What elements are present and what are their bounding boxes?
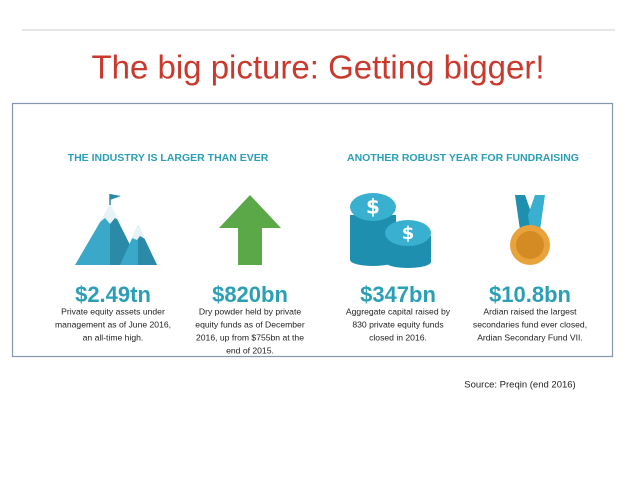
stat-value: $820bn — [212, 282, 288, 307]
stat-description: Dry powder held by private — [199, 306, 301, 316]
slide-title: The big picture: Getting bigger! — [91, 49, 544, 86]
stat-description: 830 private equity funds — [352, 319, 443, 329]
content-box — [11, 102, 614, 358]
stat-description: management as of June 2016, — [55, 319, 171, 329]
stat-description: Ardian raised the largest — [483, 306, 577, 316]
svg-text:$: $ — [402, 223, 415, 244]
stat-value: $2.49tn — [75, 282, 151, 307]
stat-description: an all-time high. — [83, 332, 144, 342]
svg-text:$: $ — [366, 195, 380, 219]
stat-description: equity funds as of December — [195, 319, 305, 329]
section-heading: THE INDUSTRY IS LARGER THAN EVER — [68, 152, 269, 164]
stat-description: closed in 2016. — [369, 332, 427, 342]
section-heading: ANOTHER ROBUST YEAR FOR FUNDRAISING — [347, 152, 579, 164]
coins-icon: $ $ — [350, 193, 431, 268]
stat-description: secondaries fund ever closed, — [473, 319, 587, 329]
arrow-icon — [219, 195, 281, 265]
stat-value: $10.8bn — [489, 282, 571, 307]
stat-value: $347bn — [360, 282, 436, 307]
source-note: Source: Preqin (end 2016) — [464, 380, 575, 391]
mountain-icon — [75, 194, 157, 265]
medal-icon — [510, 195, 550, 265]
stat-description: Aggregate capital raised by — [346, 306, 451, 316]
stat-description: Private equity assets under — [61, 306, 165, 316]
stat-description: Ardian Secondary Fund VII. — [477, 332, 583, 342]
stat-description: 2016, up from $755bn at the — [196, 332, 304, 342]
stat-description: end of 2015. — [226, 345, 274, 355]
